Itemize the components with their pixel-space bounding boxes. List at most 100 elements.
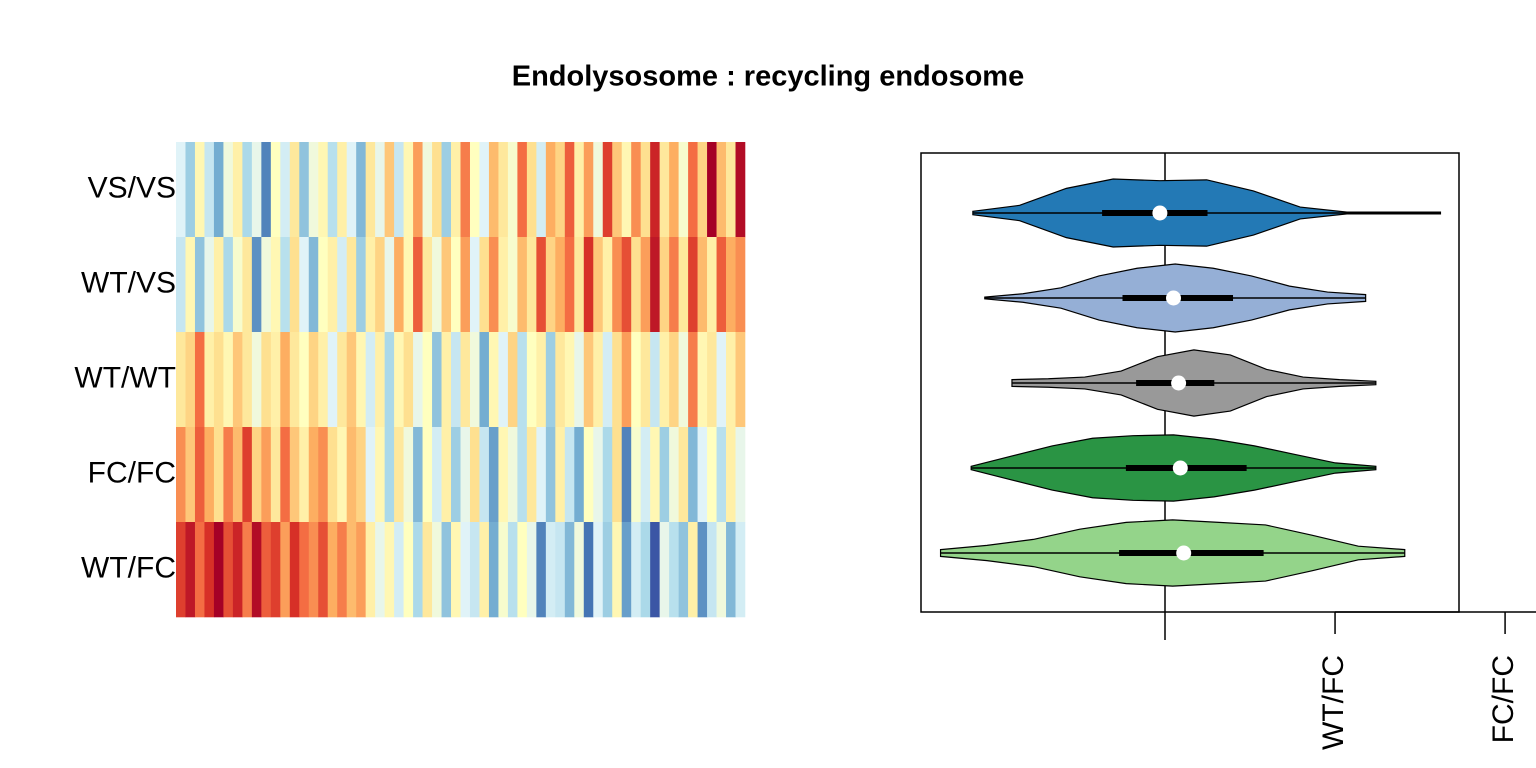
heat-cell [365,427,376,523]
median [1166,290,1182,306]
plot-frame [920,152,1460,613]
heat-cell [707,332,717,428]
heat-cell [308,522,319,618]
heat-cell [213,142,224,238]
heat-cell [460,237,471,333]
heat-cell [650,332,660,428]
heat-cell [289,237,300,333]
heat-cell [574,522,585,618]
heat-cell [545,522,556,618]
heat-cell [337,427,347,523]
heat-cell [432,522,442,618]
heat-cell [356,522,366,618]
heat-cell [223,522,234,618]
heat-cell [726,427,736,523]
heat-cell [545,427,556,523]
heat-cell [583,142,594,238]
heat-cell [213,522,224,618]
heat-cell [507,142,518,238]
heat-cell [384,142,395,238]
heat-cell [204,427,215,523]
heat-cell [669,522,679,618]
heat-cell [441,237,452,333]
heat-cell [716,142,727,238]
heat-cell [432,237,442,333]
heat-cell [507,522,518,618]
heat-cell [726,522,736,618]
heat-cell [185,142,196,238]
heat-cell [422,237,433,333]
heat-cell [555,427,566,523]
heat-cell [631,237,641,333]
heat-cell [327,522,338,618]
heat-cell [612,522,623,618]
heat-cell [612,427,623,523]
heat-cell [299,427,310,523]
heat-cell [441,427,452,523]
heat-cell [232,427,243,523]
heat-cell [640,332,651,428]
heat-cell [460,332,471,428]
heat-cell [213,332,224,428]
heat-cell [735,332,746,428]
heat-cell [707,237,717,333]
heat-cell [697,142,708,238]
heat-cell [602,237,613,333]
heat-cell [726,142,736,238]
heat-cell [356,427,366,523]
heat-cell [659,522,670,618]
heat-cell [583,522,594,618]
heat-cell [185,427,196,523]
heat-cell [451,237,461,333]
heat-cell [536,332,547,428]
heat-cell [460,427,471,523]
heat-cell [251,142,262,238]
heat-cell [650,427,660,523]
heat-cell [413,522,423,618]
heat-cell [194,427,205,523]
heat-cell [327,237,338,333]
heat-cell [526,522,537,618]
heat-cell [185,522,196,618]
row-label: FC/FC [88,456,176,489]
heat-cell [261,332,272,428]
heat-cell [441,522,452,618]
heat-cell [327,427,338,523]
heat-cell [507,237,518,333]
heat-cell [688,522,698,618]
heat-cell [403,237,414,333]
heat-cell [318,142,329,238]
heat-cell [469,427,480,523]
heat-cell [631,332,641,428]
heat-cell [394,142,404,238]
heat-cell [365,332,376,428]
heat-cell [194,332,205,428]
heat-cell [194,142,205,238]
heat-cell [678,522,689,618]
heat-cell [261,522,272,618]
heat-cell [688,237,698,333]
heat-cell [593,332,604,428]
heat-cell [346,142,357,238]
heat-cell [707,142,717,238]
heat-cell [413,332,423,428]
heat-cell [507,427,518,523]
heat-cell [479,522,490,618]
heat-cell [232,142,243,238]
heat-cell [678,427,689,523]
heat-cell [308,142,319,238]
heat-cell [204,522,215,618]
heat-cell [593,142,604,238]
heat-cell [346,522,357,618]
heat-cell [669,427,679,523]
median [1152,205,1168,221]
heat-cell [176,427,186,523]
heat-cell [384,237,395,333]
heat-cell [707,427,717,523]
heat-cell [621,332,632,428]
heat-cell [384,427,395,523]
heat-cell [204,237,215,333]
heat-cell [251,332,262,428]
heat-cell [697,427,708,523]
